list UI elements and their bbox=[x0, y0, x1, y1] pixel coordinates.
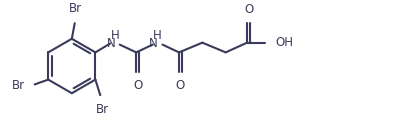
Text: Br: Br bbox=[69, 2, 82, 15]
Text: O: O bbox=[176, 79, 185, 92]
Text: Br: Br bbox=[96, 103, 109, 116]
Text: OH: OH bbox=[275, 36, 293, 49]
Text: N: N bbox=[107, 37, 115, 50]
Text: O: O bbox=[133, 79, 142, 92]
Text: H: H bbox=[110, 29, 119, 42]
Text: O: O bbox=[244, 3, 253, 16]
Text: H: H bbox=[153, 29, 162, 42]
Text: N: N bbox=[150, 37, 158, 50]
Text: Br: Br bbox=[12, 79, 25, 92]
